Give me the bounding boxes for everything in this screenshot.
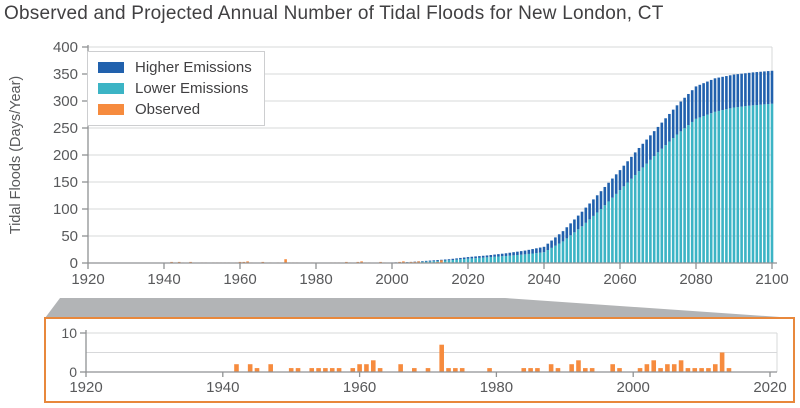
legend-item-observed: Observed bbox=[98, 101, 252, 118]
svg-text:250: 250 bbox=[53, 120, 78, 137]
svg-text:2040: 2040 bbox=[527, 271, 560, 288]
svg-text:2020: 2020 bbox=[451, 271, 484, 288]
legend-label: Lower Emissions bbox=[135, 80, 249, 97]
svg-text:1940: 1940 bbox=[147, 271, 180, 288]
legend-item-lower-emissions: Lower Emissions bbox=[98, 80, 252, 97]
inset-gridlines bbox=[86, 332, 778, 372]
zoom-funnel-shape bbox=[45, 298, 794, 318]
svg-text:150: 150 bbox=[53, 174, 78, 191]
inset-axes: 0 10 1920 1940 1960 1980 2000 2020 bbox=[61, 325, 786, 396]
svg-text:2100: 2100 bbox=[755, 271, 788, 288]
chart-legend: Higher Emissions Lower Emissions Observe… bbox=[87, 51, 265, 126]
lower-emissions-swatch-icon bbox=[98, 83, 124, 94]
svg-text:200: 200 bbox=[53, 147, 78, 164]
legend-label: Higher Emissions bbox=[135, 59, 252, 76]
svg-text:0: 0 bbox=[69, 364, 77, 380]
svg-text:2080: 2080 bbox=[679, 271, 712, 288]
svg-text:1920: 1920 bbox=[71, 271, 104, 288]
higher-emissions-swatch-icon bbox=[98, 62, 124, 73]
svg-text:1940: 1940 bbox=[206, 379, 239, 396]
svg-text:300: 300 bbox=[53, 93, 78, 110]
svg-text:2020: 2020 bbox=[753, 379, 786, 396]
svg-text:50: 50 bbox=[61, 228, 78, 245]
main-axes: 0 50 100 150 200 250 300 350 400 1920 1940 1960 1980… bbox=[53, 39, 789, 288]
svg-text:2000: 2000 bbox=[617, 379, 650, 396]
svg-text:1960: 1960 bbox=[223, 271, 256, 288]
chart-title: Observed and Projected Annual Number of … bbox=[4, 3, 664, 24]
inset-box bbox=[44, 317, 795, 403]
svg-text:100: 100 bbox=[53, 201, 78, 218]
svg-text:2000: 2000 bbox=[375, 271, 408, 288]
svg-text:1980: 1980 bbox=[299, 271, 332, 288]
svg-text:1920: 1920 bbox=[69, 379, 102, 396]
svg-text:0: 0 bbox=[70, 255, 78, 272]
svg-text:1960: 1960 bbox=[343, 379, 376, 396]
observed-swatch-icon bbox=[98, 104, 124, 115]
svg-text:10: 10 bbox=[61, 325, 77, 341]
svg-text:2060: 2060 bbox=[603, 271, 636, 288]
legend-item-higher-emissions: Higher Emissions bbox=[98, 59, 252, 76]
inset-observed-bars bbox=[234, 344, 732, 372]
main-projection-bars bbox=[390, 70, 774, 264]
svg-text:400: 400 bbox=[53, 39, 78, 56]
svg-text:1980: 1980 bbox=[480, 379, 513, 396]
svg-text:350: 350 bbox=[53, 66, 78, 83]
legend-label: Observed bbox=[135, 101, 201, 118]
